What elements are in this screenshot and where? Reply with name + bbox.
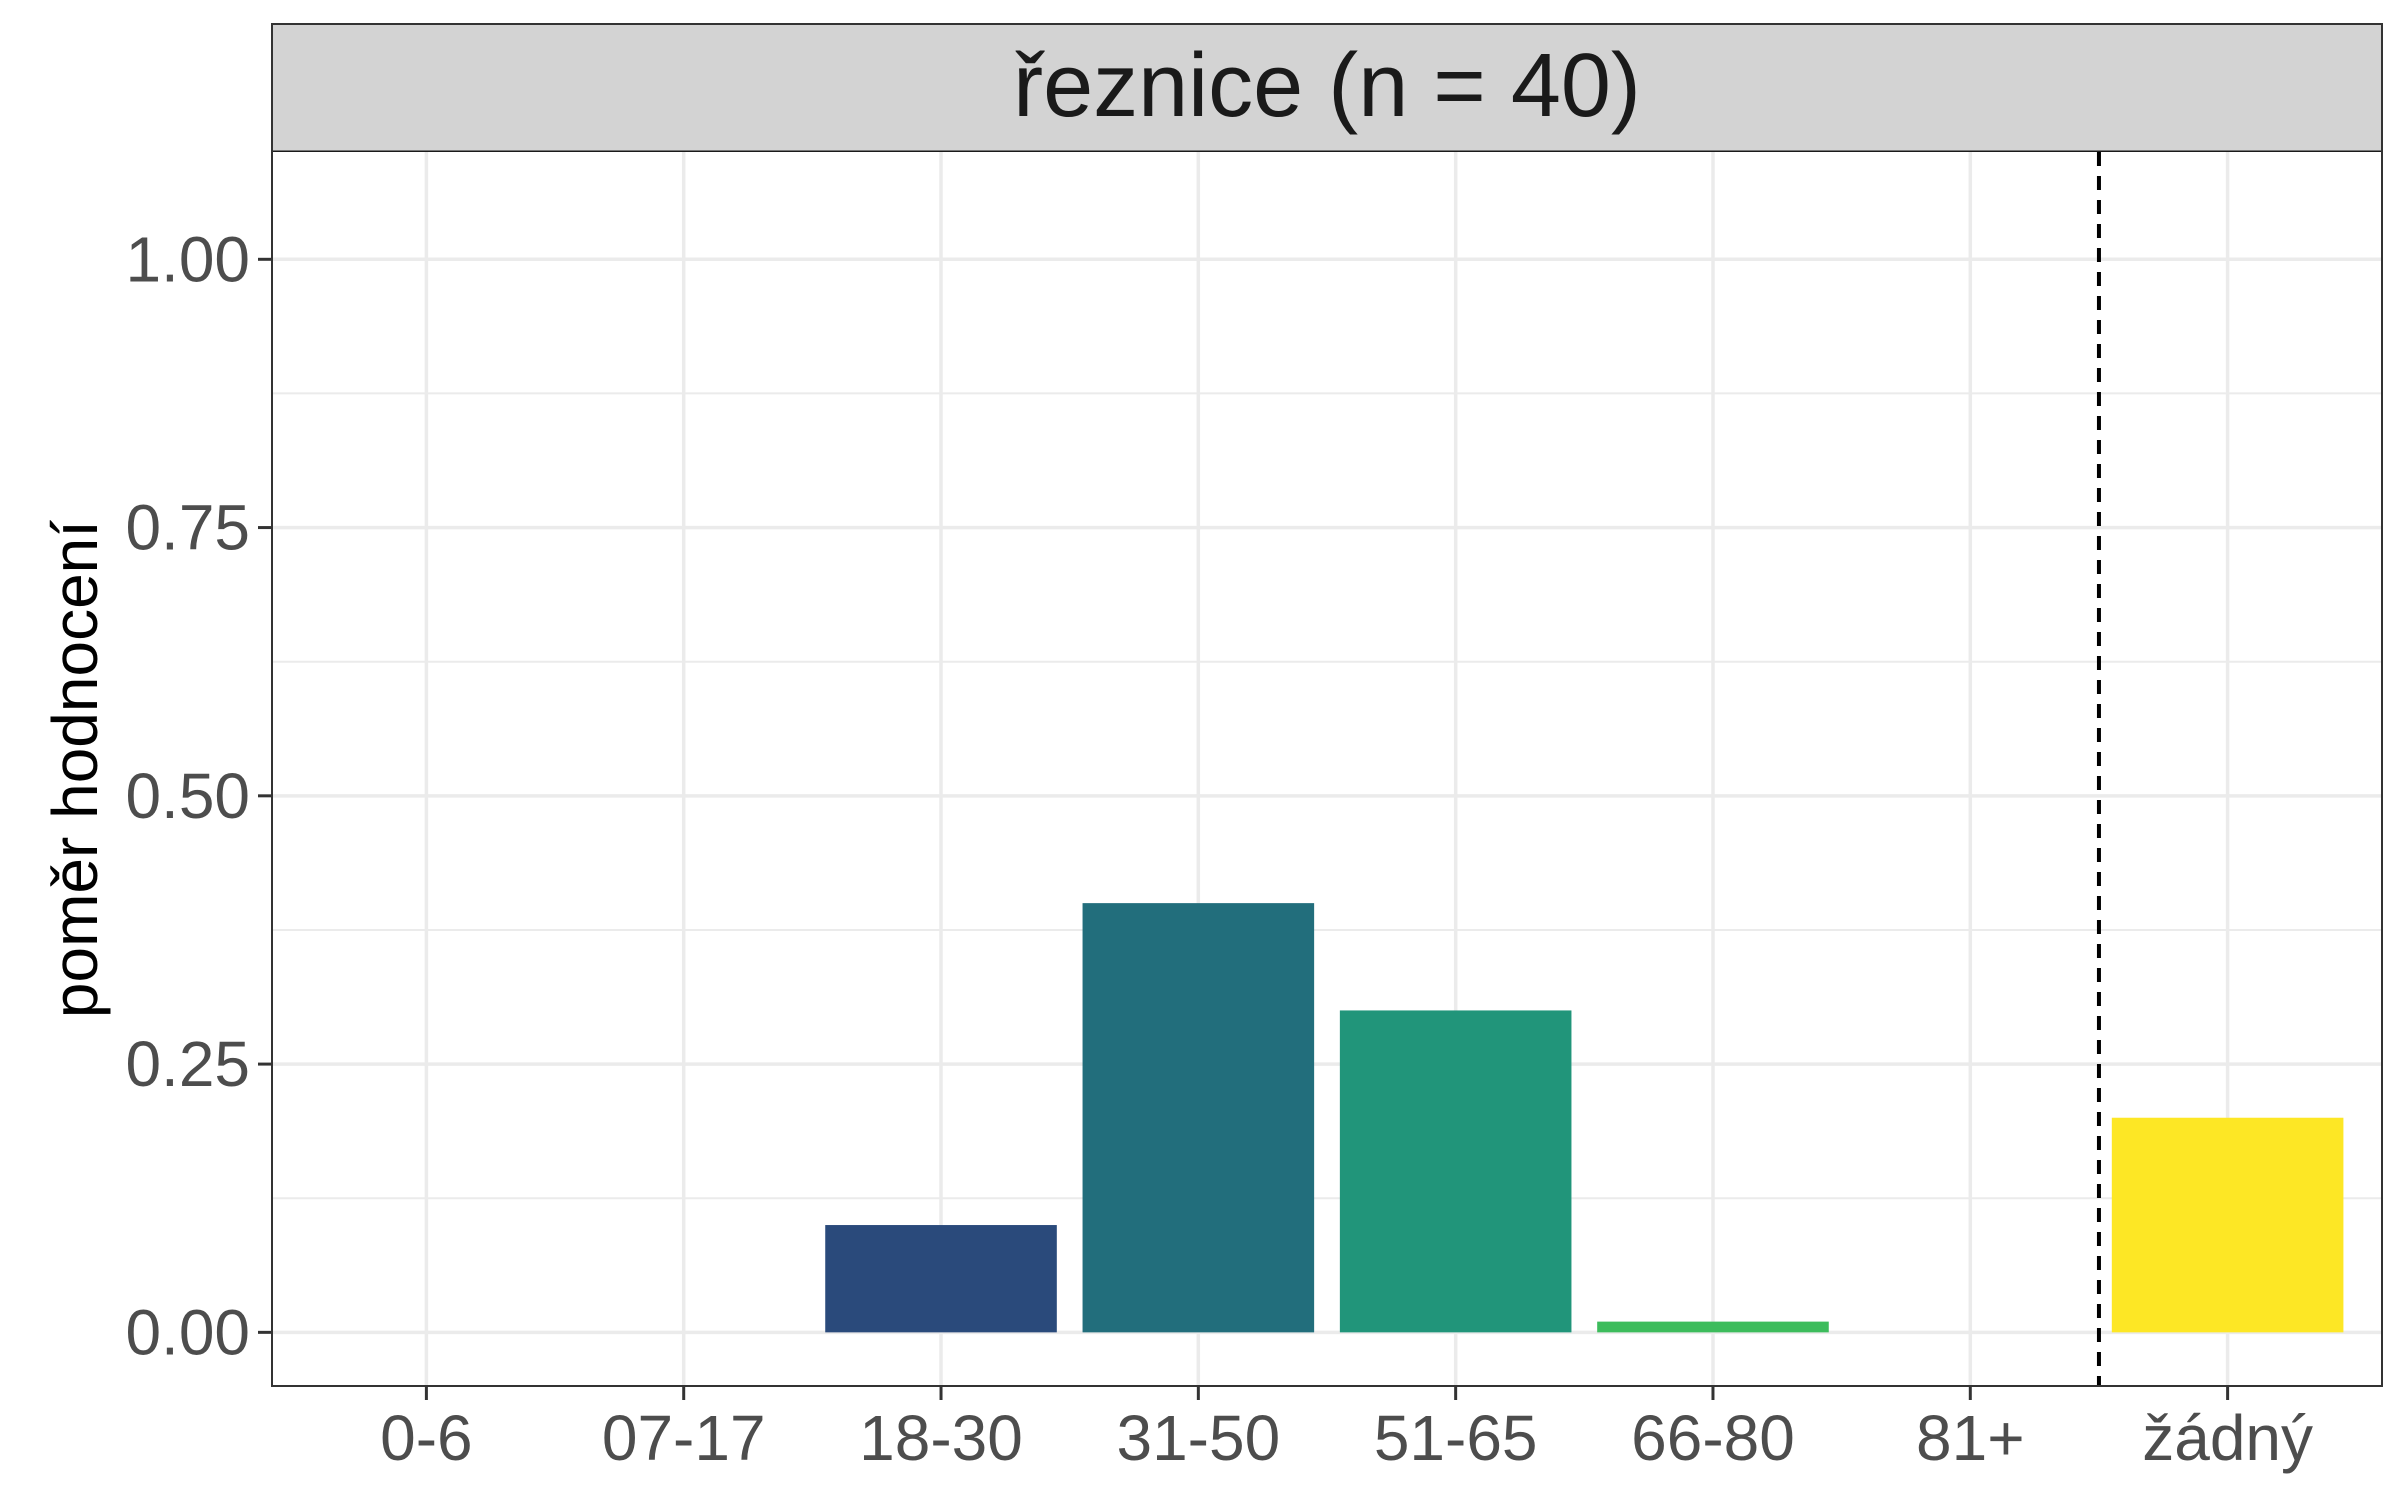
x-tick-label: žádný: [2142, 1402, 2313, 1474]
x-tick-label: 18-30: [859, 1402, 1023, 1474]
minor-gridlines: [272, 392, 2382, 1200]
x-tick-label: 07-17: [602, 1402, 766, 1474]
y-axis: 0.00 0.25 0.50 0.75 1.00: [125, 223, 272, 1368]
bar-18-30: [825, 1225, 1057, 1333]
x-tick-label: 51-65: [1374, 1402, 1538, 1474]
x-tick-label: 31-50: [1116, 1402, 1280, 1474]
x-tick-label: 0-6: [380, 1402, 473, 1474]
bar-51-65: [1339, 1010, 1572, 1333]
y-tick-label: 1.00: [125, 223, 250, 295]
panel-border: [271, 23, 2383, 1387]
facet-title: řeznice (n = 40): [1013, 36, 1641, 136]
bar-31-50: [1082, 903, 1315, 1333]
bar-žádný: [2111, 1117, 2344, 1333]
y-axis-title: poměr hodnocení: [39, 520, 111, 1018]
y-tick-label: 0.00: [125, 1296, 250, 1368]
bars: [825, 903, 2344, 1333]
facet-strip: [271, 23, 2383, 153]
y-tick-label: 0.50: [125, 760, 250, 832]
major-gridlines: [272, 152, 2382, 1386]
x-tick-label: 66-80: [1631, 1402, 1795, 1474]
y-tick-label: 0.25: [125, 1028, 250, 1100]
bar-66-80: [1597, 1321, 1829, 1333]
plot-panel: [272, 152, 2382, 1386]
x-tick-label: 81+: [1916, 1402, 2025, 1474]
y-tick-label: 0.75: [125, 492, 250, 564]
x-axis: 0-6 07-17 18-30 31-50 51-65 66-80 81+ žádný: [380, 1386, 2313, 1474]
